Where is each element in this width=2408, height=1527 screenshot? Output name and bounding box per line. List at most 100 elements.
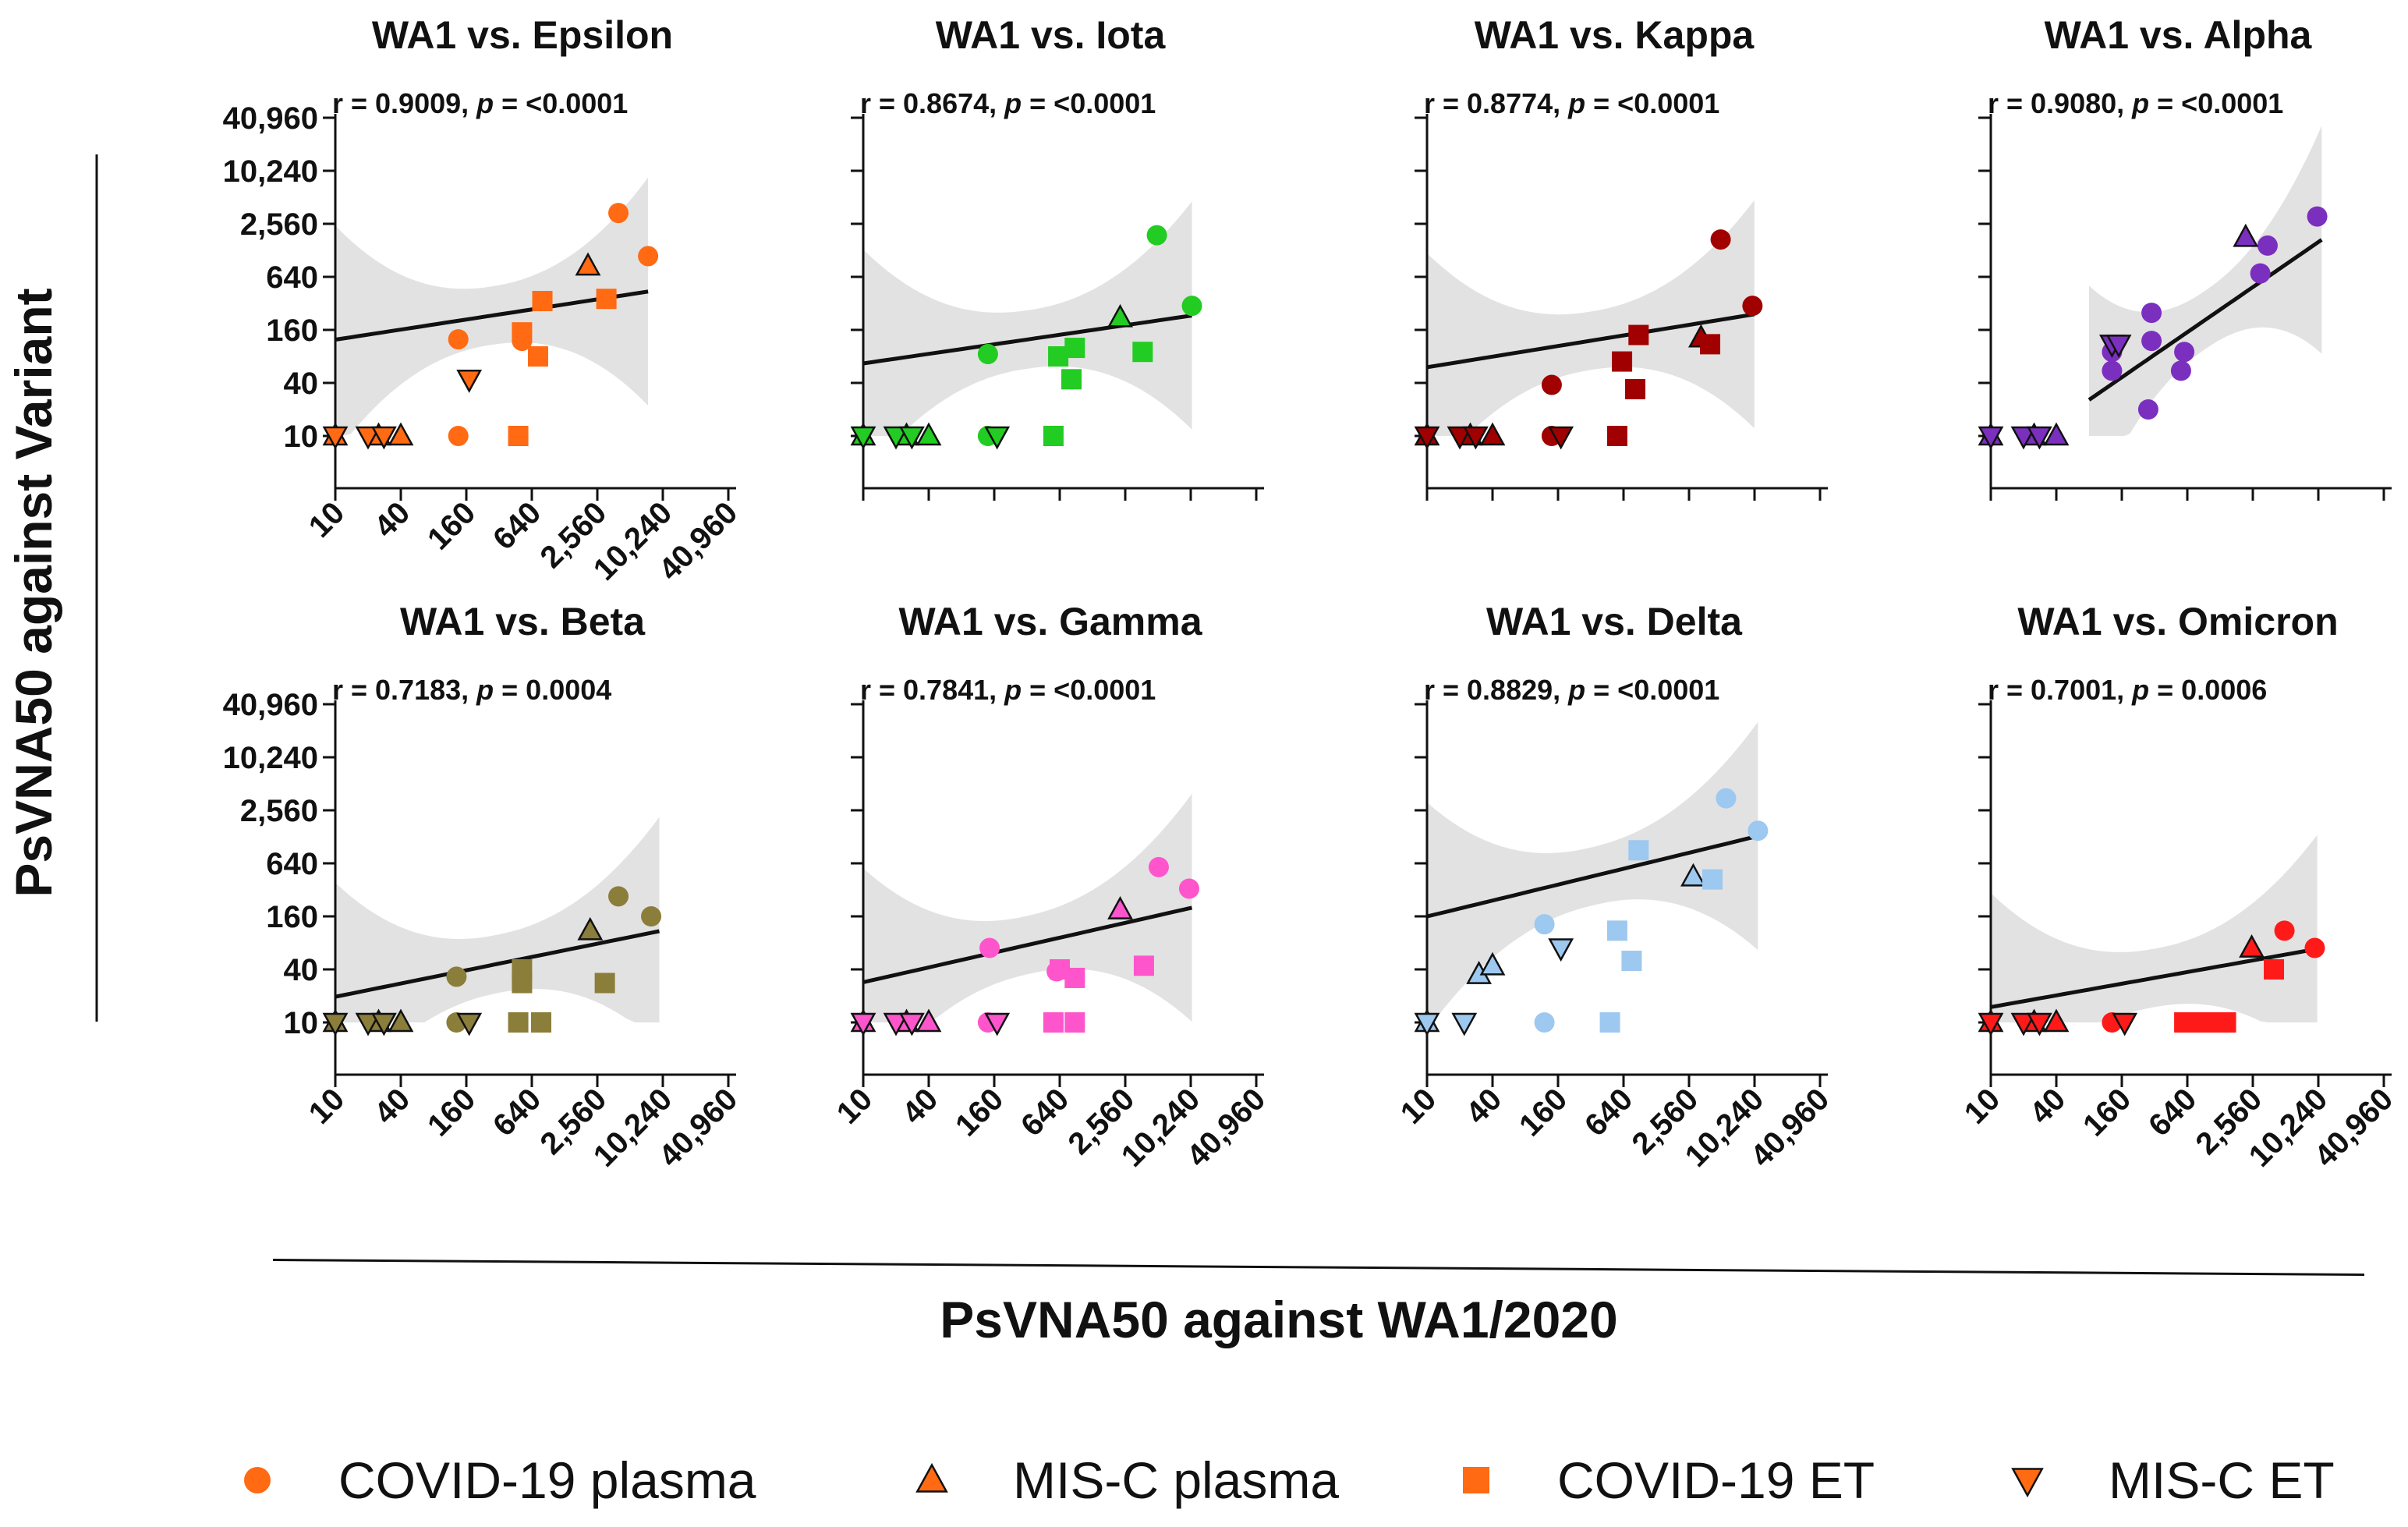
data-point-triangle-up	[388, 1008, 414, 1033]
data-point-triangle-down	[1978, 426, 2004, 450]
data-point-circle	[2274, 920, 2295, 941]
x-tick-label: 40	[368, 495, 417, 544]
legend-label: COVID-19 plasma	[338, 1451, 756, 1509]
x-tick-label: 40	[368, 1082, 417, 1131]
data-point-circle	[1534, 1012, 1555, 1033]
x-tick-label: 10	[303, 1082, 352, 1131]
panel-title: WA1 vs. Omicron	[2017, 600, 2338, 643]
confidence-band	[863, 201, 1192, 436]
data-point-triangle-down	[1548, 938, 1574, 962]
data-point-triangle-down	[1978, 1012, 2004, 1036]
x-tick-label: 160	[2077, 1082, 2137, 1143]
data-point-triangle-up	[575, 252, 601, 276]
x-tick-label: 160	[949, 1082, 1010, 1143]
data-point-square	[2264, 959, 2285, 980]
legend-label: COVID-19 ET	[1557, 1451, 1875, 1509]
data-point-triangle-down	[2026, 426, 2052, 450]
y-tick-label: 40,960	[223, 688, 318, 722]
confidence-band	[335, 177, 649, 436]
data-point-triangle-down	[1414, 1012, 1440, 1036]
correlation-stat: r = 0.7183, p = 0.0004	[332, 674, 611, 706]
x-tick-label: 40	[1460, 1082, 1509, 1131]
data-point-circle	[446, 966, 467, 987]
data-point-circle	[2304, 937, 2325, 958]
x-axis-title: PsVNA50 against WA1/2020	[940, 1291, 1617, 1348]
fit-line	[1426, 834, 1758, 919]
data-point-circle	[608, 203, 629, 224]
y-tick-label: 640	[266, 847, 318, 881]
x-tick-label: 160	[1513, 1082, 1574, 1143]
legend-marker-triangle-down	[2011, 1468, 2044, 1498]
panel-title: WA1 vs. Beta	[400, 600, 646, 643]
data-point-circle	[1748, 820, 1769, 841]
data-point-square	[508, 426, 529, 446]
data-point-triangle-down	[1414, 426, 1440, 450]
correlation-stat: r = 0.8674, p = <0.0001	[860, 87, 1156, 119]
data-point-triangle-down	[1462, 426, 1489, 450]
data-point-circle	[2257, 235, 2278, 256]
data-point-square	[512, 973, 533, 994]
data-point-triangle-up	[1479, 422, 1506, 446]
y-tick-label: 10	[284, 1006, 319, 1040]
data-point-square	[1043, 426, 1064, 446]
data-point-circle	[638, 246, 659, 267]
confidence-band	[335, 817, 660, 1022]
data-point-circle	[977, 344, 998, 365]
data-point-triangle-down	[850, 426, 876, 450]
confidence-band	[863, 793, 1192, 1022]
data-point-triangle-up	[1680, 863, 1706, 887]
data-point-square	[1133, 955, 1154, 976]
y-tick-label: 10,240	[223, 154, 318, 189]
data-point-square	[512, 322, 533, 343]
data-point-triangle-down	[1451, 1012, 1478, 1036]
y-tick-label: 2,560	[240, 794, 318, 828]
fit-line	[1990, 947, 2318, 1009]
fit-line	[1426, 312, 1755, 370]
fit-line	[862, 314, 1192, 366]
x-tick-label: 160	[421, 495, 482, 556]
data-point-triangle-down	[2105, 335, 2132, 358]
data-point-triangle-down	[2026, 1012, 2052, 1036]
scatter-panel: WA1 vs. Kappa r = 0.8774, p = <0.0001	[1414, 13, 1828, 501]
panel-title: WA1 vs. Gamma	[898, 600, 1202, 643]
correlation-stat: r = 0.8829, p = <0.0001	[1424, 674, 1719, 706]
y-tick-label: 160	[266, 900, 318, 934]
legend: COVID-19 plasma MIS-C plasma COVID-19 ET MI…	[244, 1451, 2335, 1509]
data-point-square	[1132, 342, 1153, 363]
data-point-square	[1700, 334, 1721, 355]
y-axis-title: PsVNA50 against Variant	[5, 288, 62, 897]
y-tick-label: 40,960	[223, 101, 318, 136]
data-point-triangle-up	[2239, 934, 2265, 958]
x-tick-label: 40	[896, 1082, 945, 1131]
data-point-square	[1061, 369, 1082, 390]
data-point-square	[1628, 324, 1649, 345]
data-point-square	[1606, 426, 1627, 446]
scatter-panel: WA1 vs. Epsilon r = 0.9009, p = <0.0001 10…	[223, 13, 745, 587]
data-point-triangle-down	[984, 1012, 1011, 1036]
data-point-triangle-up	[915, 422, 942, 446]
data-point-circle	[2141, 331, 2162, 352]
x-tick-label: 10	[830, 1082, 880, 1131]
data-point-triangle-down	[898, 1012, 925, 1036]
data-point-circle	[1541, 374, 1562, 395]
data-point-triangle-down	[355, 1012, 381, 1036]
data-point-triangle-up	[1107, 303, 1133, 328]
y-tick-label: 10,240	[223, 741, 318, 775]
data-point-circle	[1148, 856, 1169, 877]
data-point-square	[530, 1012, 551, 1033]
data-point-triangle-down	[883, 426, 909, 450]
fit-line	[335, 929, 660, 999]
legend-marker-triangle-up	[915, 1462, 948, 1493]
data-point-circle	[1716, 788, 1737, 809]
panel-title: WA1 vs. Kappa	[1475, 13, 1755, 57]
data-point-circle	[448, 426, 469, 446]
legend-marker-circle	[244, 1467, 271, 1493]
x-tick-label: 10	[1958, 1082, 2007, 1131]
x-tick-label: 160	[421, 1082, 482, 1143]
data-point-triangle-up	[2233, 223, 2259, 247]
panel-title: WA1 vs. Epsilon	[372, 13, 673, 57]
y-tick-label: 2,560	[240, 207, 318, 242]
confidence-band	[1991, 834, 2318, 1022]
data-point-triangle-up	[388, 422, 414, 446]
